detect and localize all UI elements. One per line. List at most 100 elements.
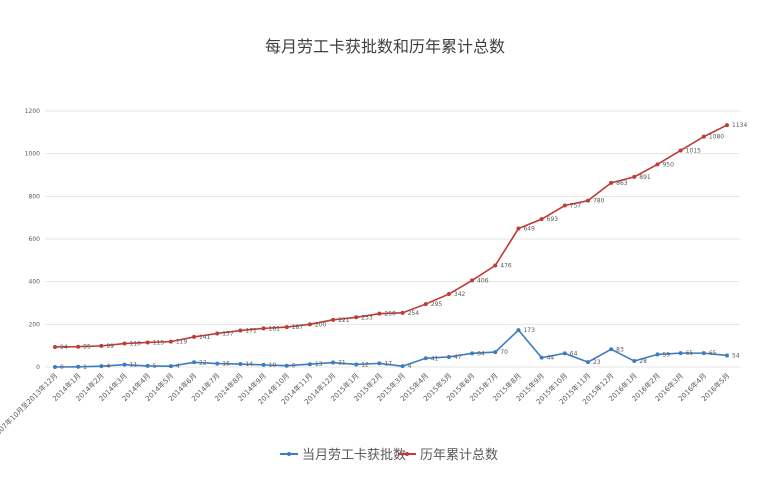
point — [725, 353, 729, 358]
point — [562, 203, 567, 208]
point — [423, 356, 428, 361]
data-label: 99 — [106, 343, 114, 350]
point — [423, 302, 428, 307]
data-label: 0 — [60, 364, 64, 371]
point — [562, 351, 567, 356]
data-label: 693 — [547, 216, 559, 223]
data-label: 342 — [454, 291, 466, 298]
point — [632, 359, 637, 364]
point — [585, 360, 590, 365]
data-label: 59 — [662, 351, 670, 358]
point — [701, 351, 706, 356]
data-label: 10 — [269, 362, 277, 369]
point — [377, 361, 382, 366]
data-label: 28 — [639, 358, 647, 365]
data-label: 41 — [431, 355, 439, 362]
y-tick-label: 1200 — [25, 108, 40, 115]
point — [284, 363, 289, 368]
data-label: 14 — [245, 361, 253, 368]
data-label: 200 — [315, 321, 327, 328]
data-label: 649 — [523, 226, 535, 233]
series-line — [54, 124, 728, 348]
point — [539, 355, 544, 360]
data-label: 295 — [431, 301, 443, 308]
point — [122, 341, 127, 346]
point — [354, 315, 359, 320]
data-label: 250 — [384, 311, 396, 318]
point — [516, 226, 521, 231]
y-tick-label: 400 — [29, 279, 41, 286]
data-label: 891 — [639, 174, 651, 181]
point — [76, 344, 81, 349]
point — [53, 344, 57, 349]
point — [331, 317, 336, 322]
point — [145, 340, 150, 345]
point — [632, 174, 637, 179]
point — [446, 292, 451, 297]
point — [215, 361, 220, 366]
data-label: 187 — [292, 324, 304, 331]
point — [725, 123, 729, 128]
legend-label: 历年累计总数 — [420, 448, 498, 463]
point — [307, 362, 312, 367]
data-label: 65 — [686, 350, 694, 357]
x-tick-label: 2007年10月至2013年12月 — [0, 371, 59, 440]
point — [585, 198, 590, 203]
point — [493, 350, 498, 355]
data-label: 64 — [477, 350, 485, 357]
data-label: 21 — [338, 360, 346, 367]
data-label: 54 — [732, 352, 740, 359]
point — [446, 354, 451, 359]
series-line — [54, 328, 728, 368]
point — [122, 362, 127, 367]
point — [145, 363, 150, 368]
data-label: 4 — [106, 363, 110, 370]
point — [76, 364, 81, 369]
point — [284, 325, 289, 330]
data-label: 13 — [315, 361, 323, 368]
point — [192, 360, 197, 365]
chart-title: 每月劳工卡获批数和历年累计总数 — [265, 37, 505, 56]
data-label: 1 — [83, 364, 87, 371]
data-label: 119 — [176, 339, 188, 346]
point — [400, 310, 405, 315]
data-label: 70 — [500, 349, 508, 356]
data-label: 95 — [83, 344, 91, 351]
data-label: 950 — [662, 161, 674, 168]
point — [307, 322, 312, 327]
data-label: 17 — [384, 360, 392, 367]
point — [678, 351, 683, 356]
data-label: 233 — [361, 314, 373, 321]
data-label: 64 — [570, 350, 578, 357]
data-label: 5 — [153, 363, 157, 370]
data-label: 12 — [361, 361, 369, 368]
point — [53, 365, 57, 369]
data-label: 863 — [616, 180, 628, 187]
data-label: 65 — [709, 350, 717, 357]
data-label: 1015 — [686, 147, 701, 154]
data-label: 1134 — [732, 122, 747, 129]
point — [539, 217, 544, 222]
point — [400, 364, 405, 369]
data-label: 44 — [547, 355, 555, 362]
data-label: 47 — [454, 354, 462, 361]
point — [655, 352, 660, 357]
data-label: 254 — [408, 310, 420, 317]
y-tick-label: 600 — [29, 236, 41, 243]
data-label: 181 — [269, 325, 281, 332]
data-label: 110 — [130, 341, 142, 348]
data-label: 406 — [477, 277, 489, 284]
data-label: 1080 — [709, 134, 724, 141]
point — [261, 362, 266, 367]
legend-marker — [405, 452, 409, 456]
point — [238, 362, 243, 367]
y-tick-label: 1000 — [25, 151, 40, 158]
data-label: 141 — [199, 334, 211, 341]
data-label: 94 — [60, 344, 68, 351]
point — [655, 162, 660, 167]
point — [609, 180, 614, 185]
point — [678, 148, 683, 153]
data-label: 115 — [153, 339, 165, 346]
data-label: 83 — [616, 346, 624, 353]
